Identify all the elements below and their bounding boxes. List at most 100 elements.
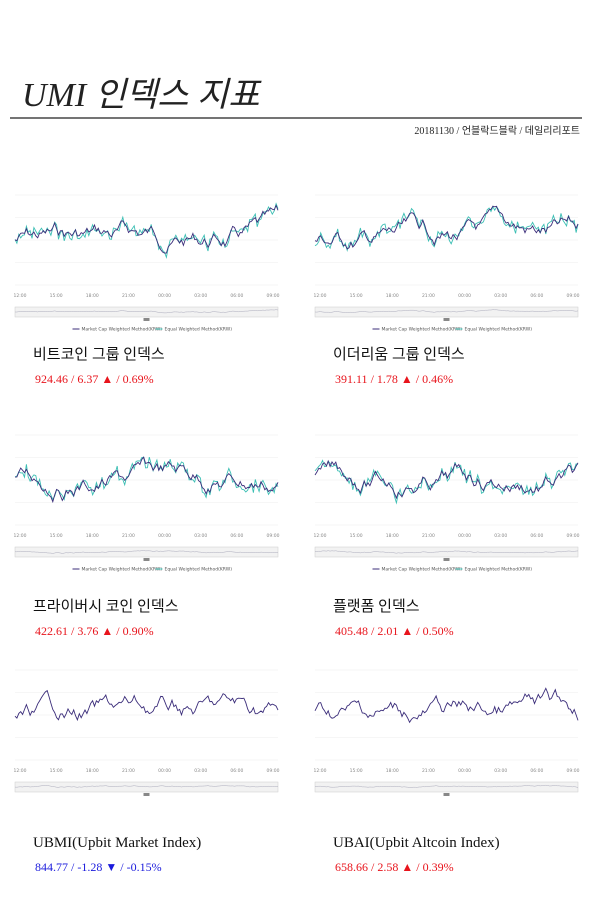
time-label: 18:00 xyxy=(86,768,99,774)
time-label: 15:00 xyxy=(350,533,363,539)
navigator xyxy=(14,546,279,558)
time-label: 18:00 xyxy=(386,768,399,774)
time-label: 00:00 xyxy=(458,533,471,539)
legend-label: Equal Weighted Method(KRW) xyxy=(165,327,233,333)
market-cap-line xyxy=(14,204,279,254)
navigator xyxy=(314,546,579,558)
time-label: 06:00 xyxy=(530,533,543,539)
index-change: 6.37 xyxy=(77,372,98,386)
time-label: 03:00 xyxy=(194,293,207,299)
index-percent: 0.90% xyxy=(123,624,154,638)
time-label: 03:00 xyxy=(494,293,507,299)
navigator-line xyxy=(15,309,279,314)
navigator-handle xyxy=(143,793,150,796)
separator: / xyxy=(416,372,422,386)
index-panel: 12:00 15:00 18:00 21:00 00:00 03:00 06:00 09:00… xyxy=(314,434,580,638)
index-change: 1.78 xyxy=(377,372,398,386)
time-label: 12:00 xyxy=(14,533,27,539)
direction-arrow: ▼ xyxy=(102,860,120,874)
separator: / xyxy=(116,624,122,638)
time-label: 12:00 xyxy=(14,293,27,299)
index-name: 이더리움 그룹 인덱스 xyxy=(333,346,465,363)
index-percent: 0.46% xyxy=(422,372,453,386)
index-value: 658.66 xyxy=(335,860,368,874)
index-value: 391.11 xyxy=(335,372,368,386)
index-value: 422.61 xyxy=(35,624,68,638)
time-label: 12:00 xyxy=(314,293,327,299)
time-label: 06:00 xyxy=(530,293,543,299)
market-cap-line xyxy=(314,687,579,724)
index-change: 2.58 xyxy=(377,860,398,874)
index-panel: 12:00 15:00 18:00 21:00 00:00 03:00 06:00 09:00… xyxy=(314,194,580,386)
separator: / xyxy=(68,372,77,386)
legend-label: Equal Weighted Method(KRW) xyxy=(465,327,533,333)
time-label: 03:00 xyxy=(194,533,207,539)
index-name: 비트코인 그룹 인덱스 xyxy=(33,346,165,363)
navigator-line xyxy=(314,784,579,788)
market-cap-line xyxy=(14,456,279,504)
index-figures: 405.48 / 2.01 ▲ / 0.50% xyxy=(335,624,454,638)
index-panel: 12:00 15:00 18:00 21:00 00:00 03:00 06:00 09:00… xyxy=(14,669,280,874)
time-label: 06:00 xyxy=(230,533,243,539)
time-label: 18:00 xyxy=(386,293,399,299)
navigator-handle xyxy=(143,558,150,561)
index-figures: 924.46 / 6.37 ▲ / 0.69% xyxy=(35,372,154,386)
index-figures: 844.77 / -1.28 ▼ / -0.15% xyxy=(35,860,162,874)
time-label: 21:00 xyxy=(422,293,435,299)
legend-label: Equal Weighted Method(KRW) xyxy=(165,567,233,573)
navigator-line xyxy=(15,550,279,554)
time-label: 09:00 xyxy=(267,293,280,299)
navigator-line xyxy=(14,785,279,788)
index-value: 924.46 xyxy=(35,372,68,386)
time-label: 03:00 xyxy=(494,533,507,539)
time-label: 12:00 xyxy=(14,768,27,774)
time-label: 00:00 xyxy=(458,768,471,774)
time-label: 09:00 xyxy=(267,768,280,774)
index-panel: 12:00 15:00 18:00 21:00 00:00 03:00 06:00 09:00… xyxy=(14,194,280,386)
index-name: UBAI(Upbit Altcoin Index) xyxy=(333,835,500,851)
separator: / xyxy=(368,860,377,874)
index-figures: 658.66 / 2.58 ▲ / 0.39% xyxy=(335,860,454,874)
separator: / xyxy=(368,372,377,386)
navigator-handle xyxy=(143,318,150,321)
time-label: 12:00 xyxy=(314,533,327,539)
direction-arrow: ▲ xyxy=(398,624,416,638)
time-label: 09:00 xyxy=(567,768,580,774)
market-cap-line xyxy=(314,459,579,500)
time-label: 15:00 xyxy=(350,768,363,774)
legend-label: Market Cap Weighted Method(KRW) xyxy=(382,327,463,333)
time-label: 21:00 xyxy=(122,768,135,774)
separator: / xyxy=(68,860,77,874)
time-label: 18:00 xyxy=(86,533,99,539)
time-label: 00:00 xyxy=(158,533,171,539)
time-label: 21:00 xyxy=(122,533,135,539)
legend-label: Market Cap Weighted Method(KRW) xyxy=(82,567,163,573)
navigator-handle xyxy=(443,558,450,561)
direction-arrow: ▲ xyxy=(98,372,116,386)
time-label: 09:00 xyxy=(267,533,280,539)
index-change: 3.76 xyxy=(77,624,98,638)
index-panel: 12:00 15:00 18:00 21:00 00:00 03:00 06:00 09:00… xyxy=(314,669,580,874)
time-label: 21:00 xyxy=(122,293,135,299)
index-value: 844.77 xyxy=(35,860,68,874)
time-label: 00:00 xyxy=(158,293,171,299)
navigator-line xyxy=(314,550,579,554)
index-value: 405.48 xyxy=(335,624,368,638)
legend-label: Market Cap Weighted Method(KRW) xyxy=(82,327,163,333)
time-label: 06:00 xyxy=(230,768,243,774)
separator: / xyxy=(416,860,422,874)
market-cap-line xyxy=(14,689,279,722)
time-label: 21:00 xyxy=(422,533,435,539)
direction-arrow: ▲ xyxy=(398,860,416,874)
index-figures: 422.61 / 3.76 ▲ / 0.90% xyxy=(35,624,154,638)
time-label: 06:00 xyxy=(530,768,543,774)
index-name: 플랫폼 인덱스 xyxy=(333,598,420,615)
navigator-handle xyxy=(443,318,450,321)
time-label: 03:00 xyxy=(194,768,207,774)
direction-arrow: ▲ xyxy=(398,372,416,386)
separator: / xyxy=(116,372,122,386)
time-label: 09:00 xyxy=(567,293,580,299)
index-panel: 12:00 15:00 18:00 21:00 00:00 03:00 06:00 09:00… xyxy=(14,434,280,638)
time-label: 15:00 xyxy=(350,293,363,299)
